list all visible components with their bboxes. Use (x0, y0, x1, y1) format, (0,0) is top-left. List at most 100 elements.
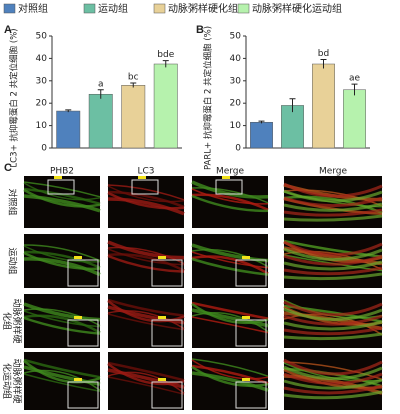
zoom-box (67, 381, 99, 409)
bar (88, 93, 113, 149)
y-tick-label: 40 (230, 54, 242, 64)
tissue (107, 313, 185, 331)
tissue (283, 372, 383, 385)
scale-marker (158, 378, 166, 381)
significance-label: ae (349, 74, 361, 84)
y-tick-label: 20 (36, 99, 48, 109)
y-tick-label: 20 (230, 99, 242, 109)
tissue (107, 300, 185, 323)
scale-marker (242, 256, 250, 259)
tissue (107, 362, 185, 386)
tissue (107, 361, 185, 382)
legend-label: 动脉粥样硬化运动组 (252, 2, 342, 15)
y-tick-label: 30 (36, 76, 48, 86)
zoom-box (215, 179, 243, 195)
tissue (283, 189, 383, 203)
tissue (191, 255, 269, 275)
bar (153, 63, 178, 149)
tissue (23, 194, 101, 213)
significance-label: bd (318, 49, 329, 59)
tissue (107, 184, 185, 201)
tissue (191, 311, 269, 333)
error-bar (65, 109, 72, 113)
panel-letter: A (4, 24, 12, 36)
tissue (191, 301, 269, 320)
tissue (191, 316, 269, 334)
legend-swatch (3, 3, 16, 14)
column-header: Merge (319, 167, 348, 177)
tissue (191, 187, 269, 204)
tissue (191, 365, 269, 388)
tissue (283, 254, 383, 266)
row-label: 运动组 (7, 247, 19, 274)
y-tick-label: 50 (230, 32, 242, 42)
y-tick-label: 30 (230, 76, 242, 86)
error-bar (258, 120, 265, 124)
tissue (283, 358, 383, 376)
scale-marker (74, 378, 82, 381)
error-bar (351, 83, 358, 96)
panel-letter: B (196, 24, 204, 36)
tissue (283, 246, 383, 266)
tissue (191, 358, 269, 377)
tissue (283, 272, 383, 281)
tissue (283, 260, 383, 271)
tissue (191, 257, 269, 276)
tissue (283, 240, 383, 257)
tissue (23, 310, 101, 328)
tissue (107, 253, 185, 272)
y-tick-label: 10 (36, 121, 48, 131)
zoom-box (235, 381, 267, 409)
tissue (107, 254, 185, 273)
scale-marker (138, 176, 146, 179)
error-bar (97, 89, 104, 99)
significance-label: bc (128, 73, 139, 83)
tissue (283, 300, 383, 317)
tissue (107, 240, 185, 260)
zoom-box (67, 319, 99, 347)
tissue (107, 197, 185, 216)
tissue (283, 384, 383, 395)
error-bar (289, 98, 296, 113)
zoom-box (151, 381, 183, 409)
zoom-box (151, 319, 183, 347)
zoom-box (235, 319, 267, 347)
tissue (283, 182, 383, 198)
y-tick-label: 0 (41, 144, 47, 154)
legend-label: 动脉粥样硬化组 (168, 2, 238, 15)
tissue (23, 365, 101, 386)
zoom-box (47, 179, 75, 195)
tissue (191, 359, 269, 380)
column-header: PHB2 (50, 167, 74, 177)
tissue (191, 371, 269, 392)
tissue (23, 302, 101, 322)
panel-letter: C (4, 162, 12, 174)
zoom-box (151, 259, 183, 287)
legend-swatch (83, 3, 96, 14)
tissue (107, 190, 185, 208)
y-tick-label: 10 (230, 121, 242, 131)
bar (56, 110, 81, 149)
tissue (23, 314, 101, 334)
tissue (283, 208, 383, 217)
tissue (23, 360, 101, 384)
tissue (23, 187, 101, 205)
tissue (191, 194, 269, 213)
tissue (283, 239, 383, 258)
tissue (283, 196, 383, 208)
legend-label: 对照组 (18, 2, 48, 15)
y-tick-label: 0 (235, 144, 241, 154)
scale-marker (74, 256, 82, 259)
tissue (283, 320, 383, 331)
tissue (107, 185, 185, 203)
tissue (23, 181, 101, 198)
y-tick-label: 50 (36, 32, 48, 42)
column-header: LC3 (137, 167, 154, 177)
scale-marker (222, 176, 230, 179)
tissue (283, 266, 383, 276)
scale-marker (158, 316, 166, 319)
tissue (283, 314, 383, 326)
tissue (23, 373, 101, 392)
tissue (283, 326, 383, 336)
